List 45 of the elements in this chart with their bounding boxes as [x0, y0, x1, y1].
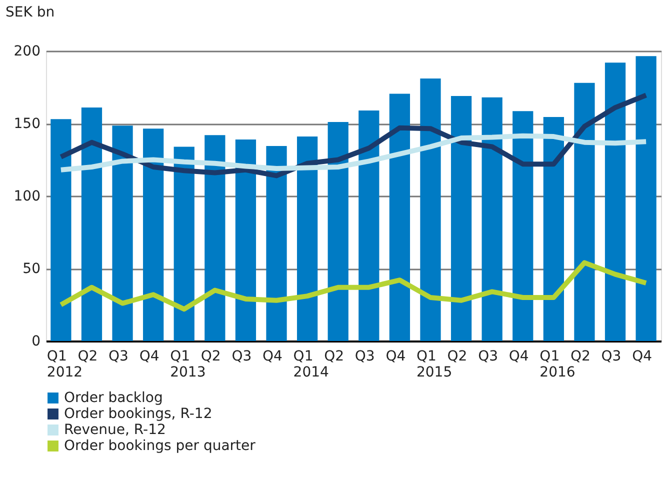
bar [420, 78, 441, 341]
x-tick-label: Q2 [570, 348, 590, 364]
y-tick-label: 0 [32, 334, 40, 350]
x-tick-label: Q3 [478, 348, 498, 364]
y-tick-label: 50 [22, 261, 40, 277]
bar [204, 135, 226, 341]
bar [574, 82, 595, 341]
y-tick-label: 100 [14, 188, 40, 204]
bar [50, 119, 72, 341]
x-tick-label: Q3 [232, 348, 252, 364]
y-tick-label: 150 [14, 116, 40, 132]
bar [482, 97, 502, 341]
bar [604, 62, 626, 341]
x-tick-label: Q2 [78, 348, 98, 364]
legend-label: Revenue, R-12 [64, 422, 166, 438]
bar [296, 136, 318, 341]
bar [112, 126, 133, 341]
legend-label: Order backlog [64, 390, 163, 406]
bar [358, 110, 380, 341]
x-tick-label: Q4 [262, 348, 283, 364]
y-tick-label: 200 [14, 44, 40, 60]
x-tick-label: Q3 [601, 348, 622, 364]
y-axis-title: SEK bn [6, 4, 55, 20]
x-tick-label: Q4 [632, 348, 652, 364]
bar [235, 139, 256, 341]
legend-label: Order bookings per quarter [64, 438, 256, 454]
bar [266, 146, 287, 341]
x-tick-label: Q2 [324, 348, 344, 364]
x-tick-label: Q4 [386, 348, 406, 364]
bar [543, 116, 564, 341]
x-tick-label: Q3 [354, 348, 375, 364]
legend-label: Order bookings, R-12 [64, 406, 212, 422]
x-tick-label: Q3 [108, 348, 128, 364]
bar [512, 111, 534, 341]
x-tick-label: Q2 [447, 348, 468, 364]
bar [328, 122, 348, 341]
bar [174, 146, 194, 341]
bar [389, 94, 410, 341]
bar [636, 56, 656, 341]
bar [143, 128, 164, 341]
bar [450, 96, 472, 341]
x-tick-label: Q2 [200, 348, 221, 364]
bar [81, 108, 102, 341]
x-tick-label: Q4 [508, 348, 529, 364]
x-tick-label: Q4 [139, 348, 160, 364]
